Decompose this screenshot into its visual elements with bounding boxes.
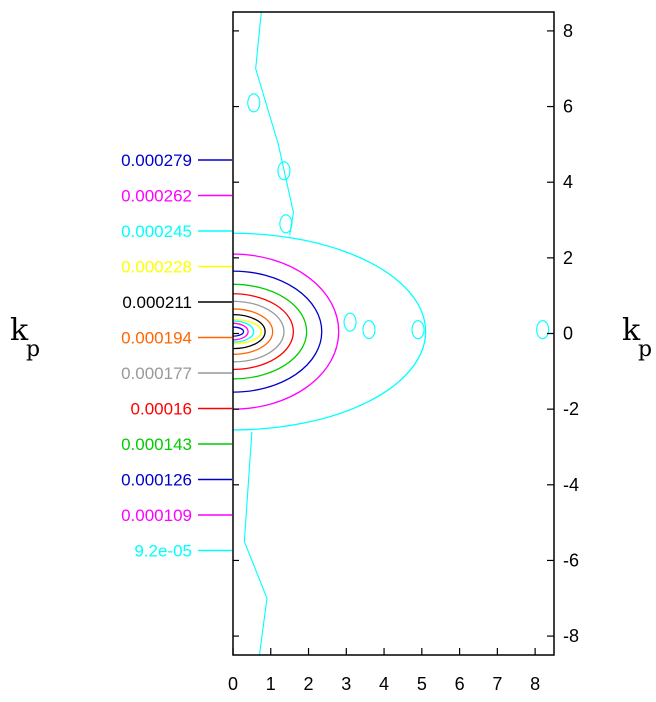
legend-label: 0.000245: [121, 222, 192, 241]
y-tick-label: -4: [563, 475, 579, 495]
x-tick-label: 6: [455, 674, 465, 694]
y-tick-label: -2: [563, 399, 579, 419]
contour-island: [279, 214, 293, 234]
contour-lines: [232, 11, 550, 656]
plot-frame: [232, 11, 555, 656]
contour-island: [277, 161, 291, 181]
legend-label: 0.000126: [121, 471, 192, 490]
y-tick-label: -6: [563, 550, 579, 570]
x-tick-label: 3: [341, 674, 351, 694]
right-axis-title-sub: p: [638, 337, 652, 362]
y-tick-label: 4: [563, 172, 573, 192]
left-axis-title: k: [10, 313, 29, 348]
left-axis-title-sub: p: [26, 337, 40, 362]
x-tick-label: 1: [266, 674, 276, 694]
contour-line: [232, 253, 340, 410]
legend-label: 0.000262: [121, 187, 192, 206]
contour-line: [232, 313, 266, 350]
right-axis-title: k: [622, 313, 641, 348]
y-tick-label: 8: [563, 21, 573, 41]
x-tick-label: 8: [530, 674, 540, 694]
contour-line: [232, 293, 295, 371]
x-tick-label: 7: [492, 674, 502, 694]
legend-label: 0.000177: [121, 364, 192, 383]
legend-label: 9.2e-05: [134, 542, 192, 561]
contour-line: [232, 318, 262, 345]
x-tick-label: 2: [304, 674, 314, 694]
contour-island: [536, 320, 550, 340]
contour-line: [232, 308, 274, 355]
x-tick-label: 5: [417, 674, 427, 694]
y-tick-label: -8: [563, 626, 579, 646]
y-tick-label: 6: [563, 97, 573, 117]
contour-line: [232, 300, 285, 363]
contour-line: [232, 232, 426, 431]
y-tick-label: 2: [563, 248, 573, 268]
legend-label: 0.000143: [121, 435, 192, 454]
contour-line: [232, 283, 308, 380]
legend-label: 0.00016: [131, 400, 192, 419]
contour-island: [362, 320, 376, 340]
axis-ticks: 0 1 2 3 4 5 6 7 8 -8 -6 -4 -2 0 2 4 6 8: [228, 21, 579, 694]
y-tick-label: 0: [563, 324, 573, 344]
contour-line: [232, 270, 323, 393]
legend-label: 0.000194: [121, 329, 192, 348]
contour-noise-line: [243, 11, 294, 656]
legend: 0.000279 0.000262 0.000245 0.000228 0.000211…: [121, 151, 232, 561]
contour-island: [411, 320, 425, 340]
legend-label: 0.000228: [121, 258, 192, 277]
contour-line: [232, 326, 245, 337]
contour-island: [247, 93, 261, 113]
legend-label: 0.000109: [121, 506, 192, 525]
contour-line: [232, 320, 255, 343]
x-tick-label: 4: [379, 674, 389, 694]
legend-label: 0.000279: [121, 151, 192, 170]
legend-label: 0.000211: [122, 293, 192, 312]
contour-line: [232, 322, 249, 341]
contour-island: [343, 312, 357, 332]
x-tick-label: 0: [228, 674, 238, 694]
